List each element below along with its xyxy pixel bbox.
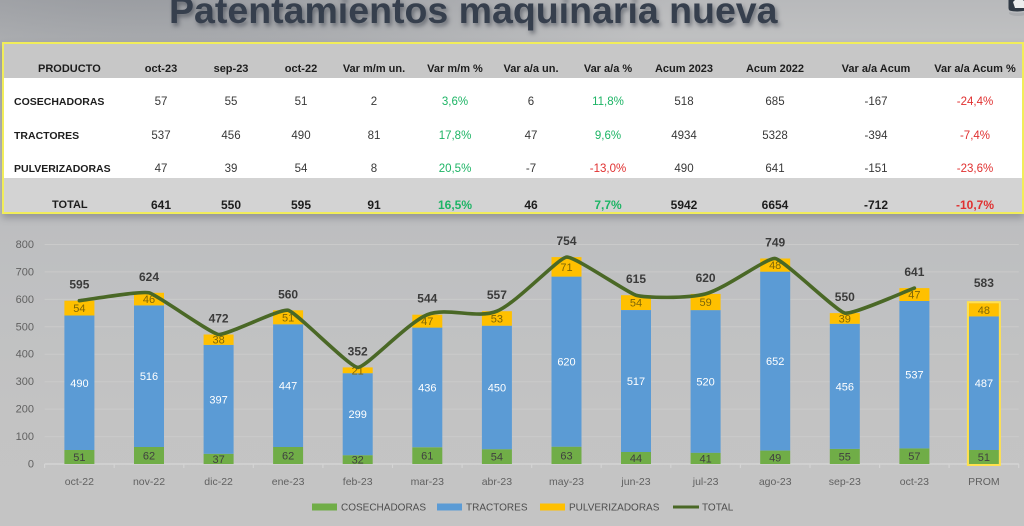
svg-text:700: 700	[16, 266, 34, 278]
svg-text:61: 61	[421, 451, 433, 463]
svg-text:544: 544	[417, 292, 437, 306]
svg-text:51: 51	[978, 452, 990, 464]
svg-text:200: 200	[16, 404, 34, 416]
svg-text:jun-23: jun-23	[620, 476, 650, 488]
svg-text:749: 749	[765, 236, 785, 250]
svg-text:41: 41	[699, 453, 711, 465]
svg-text:620: 620	[557, 357, 575, 369]
svg-text:520: 520	[696, 376, 714, 388]
svg-text:550: 550	[835, 290, 855, 304]
svg-text:44: 44	[630, 453, 642, 465]
svg-text:59: 59	[699, 297, 711, 309]
svg-text:48: 48	[769, 260, 781, 272]
svg-text:jul-23: jul-23	[692, 476, 719, 488]
svg-text:400: 400	[16, 349, 34, 361]
svg-text:53: 53	[491, 313, 503, 325]
svg-text:0: 0	[28, 459, 34, 471]
svg-text:620: 620	[696, 271, 716, 285]
svg-text:537: 537	[905, 370, 923, 382]
svg-text:abr-23: abr-23	[482, 476, 513, 488]
svg-text:39: 39	[839, 313, 851, 325]
svg-text:516: 516	[140, 371, 158, 383]
svg-text:800: 800	[16, 239, 34, 251]
svg-text:mar-23: mar-23	[411, 476, 444, 488]
svg-text:615: 615	[626, 272, 646, 286]
svg-text:652: 652	[766, 356, 784, 368]
svg-text:oct-22: oct-22	[65, 476, 94, 488]
svg-text:PROM: PROM	[968, 476, 1000, 488]
svg-text:641: 641	[904, 265, 924, 279]
svg-text:595: 595	[69, 278, 89, 292]
svg-text:450: 450	[488, 382, 506, 394]
svg-text:47: 47	[421, 316, 433, 328]
svg-text:47: 47	[908, 290, 920, 302]
svg-text:472: 472	[209, 312, 229, 326]
svg-text:557: 557	[487, 288, 507, 302]
svg-text:456: 456	[836, 381, 854, 393]
svg-text:299: 299	[349, 409, 367, 421]
svg-text:54: 54	[491, 452, 503, 464]
svg-text:62: 62	[282, 451, 294, 463]
svg-text:55: 55	[839, 452, 851, 464]
svg-text:ago-23: ago-23	[759, 476, 792, 488]
svg-text:500: 500	[16, 321, 34, 333]
svg-text:46: 46	[143, 294, 155, 306]
svg-text:32: 32	[352, 455, 364, 467]
svg-text:300: 300	[16, 376, 34, 388]
svg-text:447: 447	[279, 381, 297, 393]
svg-text:517: 517	[627, 376, 645, 388]
svg-text:feb-23: feb-23	[343, 476, 373, 488]
svg-text:37: 37	[212, 454, 224, 466]
svg-text:48: 48	[978, 305, 990, 317]
svg-text:397: 397	[209, 394, 227, 406]
svg-text:63: 63	[560, 450, 572, 462]
svg-text:71: 71	[560, 262, 572, 274]
svg-text:49: 49	[769, 452, 781, 464]
svg-text:352: 352	[348, 344, 368, 358]
svg-text:COSECHADORAS: COSECHADORAS	[341, 503, 426, 514]
svg-text:490: 490	[70, 378, 88, 390]
svg-text:51: 51	[282, 312, 294, 324]
svg-text:PULVERIZADORAS: PULVERIZADORAS	[569, 503, 660, 514]
svg-text:nov-22: nov-22	[133, 476, 165, 488]
svg-text:TOTAL: TOTAL	[702, 503, 734, 514]
svg-text:54: 54	[73, 303, 85, 315]
svg-text:583: 583	[974, 276, 994, 290]
svg-text:436: 436	[418, 382, 436, 394]
svg-text:100: 100	[16, 431, 34, 443]
svg-text:sep-23: sep-23	[829, 476, 861, 488]
svg-text:dic-22: dic-22	[204, 476, 233, 488]
svg-text:57: 57	[908, 451, 920, 463]
svg-text:may-23: may-23	[549, 476, 584, 488]
svg-text:754: 754	[556, 234, 576, 248]
svg-text:62: 62	[143, 451, 155, 463]
svg-text:38: 38	[212, 335, 224, 347]
svg-text:51: 51	[73, 452, 85, 464]
svg-text:54: 54	[630, 298, 642, 310]
svg-text:487: 487	[975, 378, 993, 390]
svg-text:TRACTORES: TRACTORES	[466, 503, 528, 514]
svg-text:600: 600	[16, 294, 34, 306]
svg-text:oct-23: oct-23	[900, 476, 929, 488]
svg-text:ene-23: ene-23	[272, 476, 305, 488]
svg-text:624: 624	[139, 270, 159, 284]
svg-text:560: 560	[278, 287, 298, 301]
